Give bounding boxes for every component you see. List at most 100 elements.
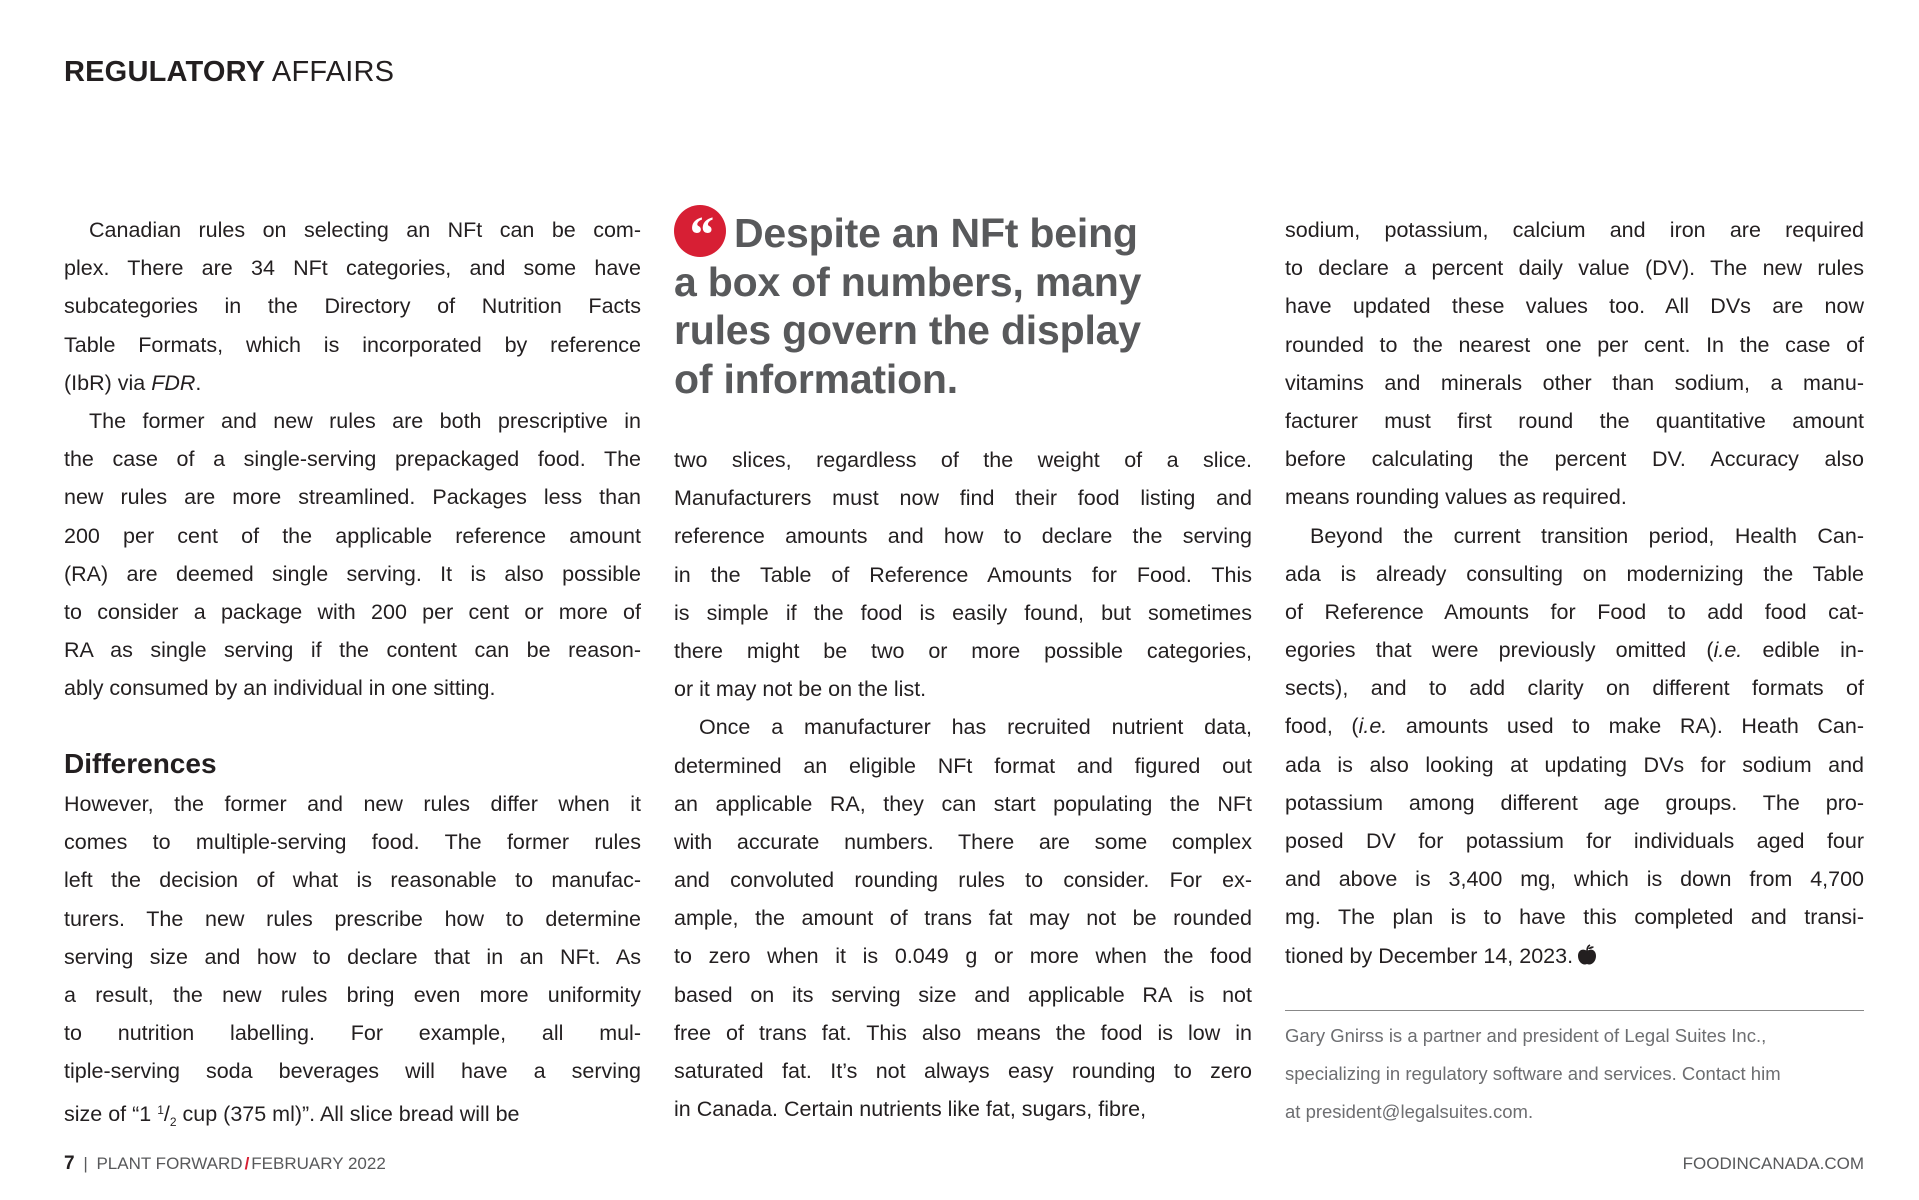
text-line: a result, the new rules bring even more … (64, 982, 641, 1007)
author-note-line: at president@legalsuites.com. (1285, 1101, 1534, 1123)
text-line: size of “1 1/2 cup (375 ml)”. All slice … (64, 1091, 641, 1129)
quote-mark-icon: “ (674, 205, 726, 257)
text-line: sects), and to add clarity on different … (1285, 676, 1864, 701)
text-segment: 1 (157, 1102, 164, 1117)
svg-text:“: “ (687, 207, 713, 257)
text-line: an applicable RA, they can start populat… (674, 791, 1252, 816)
text-line: turers. The new rules prescribe how to d… (64, 906, 641, 931)
text-line: two slices, regardless of the weight of … (674, 448, 1252, 472)
text-line: in the Table of Reference Amounts for Fo… (674, 562, 1252, 587)
author-note-line: Gary Gnirss is a partner and president o… (1285, 1025, 1767, 1046)
text-line: based on its serving size and applicable… (674, 982, 1252, 1007)
text-line: ample, the amount of trans fat may not b… (674, 906, 1252, 931)
text-line: (RA) are deemed single serving. It is al… (64, 561, 641, 586)
text-line: saturated fat. It’s not always easy roun… (674, 1059, 1252, 1083)
text-line: vitamins and minerals other than sodium,… (1285, 370, 1864, 395)
text-line: facturer must first round the quantitati… (1285, 408, 1864, 433)
text-segment: FDR (151, 370, 196, 395)
text-line: the case of a single-serving prepackaged… (64, 447, 641, 472)
text-segment: size of “1 (64, 1101, 158, 1126)
text-line: tioned by December 14, 2023. (1285, 937, 1864, 975)
text-line: sodium, potassium, calcium and iron are … (1285, 218, 1864, 242)
text-line: comes to multiple-serving food. The form… (64, 830, 641, 855)
text-line: determined an eligible NFt format and fi… (674, 753, 1252, 778)
section-header-regular: AFFAIRS (271, 56, 395, 88)
pull-quote: “Despite an NFt being a box of numbers, … (674, 205, 1234, 403)
text-line: RA as single serving if the content can … (64, 638, 641, 663)
text-line: or it may not be on the list. (674, 677, 927, 702)
text-segment: amounts used to make RA). Heath Can- (1387, 714, 1864, 739)
pull-quote-line: of information. (674, 355, 958, 402)
text-line: The former and new rules are both prescr… (89, 408, 641, 433)
section-heading: Differences (64, 748, 217, 779)
text-segment: / (163, 1101, 170, 1126)
text-line: food, (i.e. amounts used to make RA). He… (1285, 707, 1864, 745)
footer-left: 7 | PLANT FORWARD / FEBRUARY 2022 (64, 1153, 386, 1175)
text-line: of Reference Amounts for Food to add foo… (1285, 599, 1864, 624)
text-line: reference amounts and how to declare the… (674, 524, 1252, 549)
author-note-line: specializing in regulatory software and … (1285, 1063, 1781, 1085)
text-line: serving size and how to declare that in … (64, 944, 641, 969)
text-line: rounded to the nearest one per cent. In … (1285, 332, 1864, 357)
text-segment: 2 (169, 1114, 177, 1129)
text-line: ada is also looking at updating DVs for … (1285, 752, 1864, 777)
middle-column: two slices, regardless of the weight of … (674, 441, 1252, 1128)
section-header-bold: REGULATORY (64, 56, 266, 88)
website[interactable]: FOODINCANADA.COM (1682, 1154, 1864, 1173)
page-number: 7 (64, 1153, 75, 1174)
text-line: However, the former and new rules differ… (64, 792, 641, 816)
text-line: Canadian rules on selecting an NFt can b… (89, 218, 641, 242)
pull-quote-line: “Despite an NFt being (674, 205, 1234, 258)
text-segment: food, ( (1285, 714, 1359, 739)
text-line: there might be two or more possible cate… (674, 638, 1252, 663)
text-line: 200 per cent of the applicable reference… (64, 523, 641, 548)
text-line: in Canada. Certain nutrients like fat, s… (674, 1097, 1147, 1122)
apple-icon (1578, 943, 1597, 965)
magazine-name: PLANT FORWARD (96, 1154, 243, 1173)
text-line: to declare a percent daily value (DV). T… (1285, 256, 1864, 281)
text-line: Once a manufacturer has recruited nutrie… (699, 715, 1252, 740)
text-segment: cup (375 ml)”. All slice bread will be (176, 1101, 520, 1126)
text-segment: i.e. (1713, 638, 1743, 663)
text-line: and above is 3,400 mg, which is down fro… (1285, 867, 1864, 892)
footer-separator: | (83, 1154, 88, 1173)
text-line: posed DV for potassium for individuals a… (1285, 829, 1864, 853)
left-column-top: Canadian rules on selecting an NFt can b… (64, 211, 641, 707)
text-line: before calculating the percent DV. Accur… (1285, 447, 1864, 472)
text-line: have updated these values too. All DVs a… (1285, 294, 1864, 319)
text-line: to consider a package with 200 per cent … (64, 599, 641, 624)
text-line: subcategories in the Directory of Nutrit… (64, 294, 641, 319)
text-line: ably consumed by an individual in one si… (64, 676, 496, 701)
text-line: (IbR) via FDR. (64, 364, 641, 402)
text-segment: egories that were previously omitted ( (1285, 638, 1714, 663)
left-column-bottom: However, the former and new rules differ… (64, 785, 641, 1129)
right-column: sodium, potassium, calcium and iron are … (1285, 211, 1864, 975)
text-segment: (IbR) via (64, 370, 152, 395)
pull-quote-line: a box of numbers, many (674, 258, 1142, 305)
text-line: left the decision of what is reasonable … (64, 868, 641, 893)
text-line: egories that were previously omitted (i.… (1285, 631, 1864, 669)
author-note: Gary Gnirss is a partner and president o… (1285, 1017, 1885, 1132)
text-line: to nutrition labelling. For example, all… (64, 1021, 641, 1046)
text-line: and convoluted rounding rules to conside… (674, 868, 1252, 893)
text-line: is simple if the food is easily found, b… (674, 600, 1252, 625)
text-line: ada is already consulting on modernizing… (1285, 561, 1864, 586)
footer-slash: / (244, 1154, 250, 1173)
text-segment: edible in- (1742, 638, 1864, 663)
divider (1285, 1010, 1864, 1011)
text-line: with accurate numbers. There are some co… (674, 829, 1252, 854)
text-segment: i.e. (1358, 714, 1388, 739)
pull-quote-line: rules govern the display (674, 307, 1141, 353)
text-line: means rounding values as required. (1285, 485, 1627, 510)
text-line: plex. There are 34 NFt categories, and s… (64, 256, 641, 281)
text-segment: . (195, 370, 202, 395)
text-line: Manufacturers must now find their food l… (674, 486, 1252, 511)
text-line: to zero when it is 0.049 g or more when … (674, 944, 1252, 969)
text-line: Beyond the current transition period, He… (1310, 523, 1864, 548)
text-line: tiple-serving soda beverages will have a… (64, 1059, 641, 1084)
text-line: Table Formats, which is incorporated by … (64, 332, 641, 357)
text-line: mg. The plan is to have this completed a… (1285, 905, 1864, 930)
text-line: potassium among different age groups. Th… (1285, 790, 1864, 815)
section-header: REGULATORY AFFAIRS (64, 56, 394, 89)
text-line: new rules are more streamlined. Packages… (64, 485, 641, 510)
